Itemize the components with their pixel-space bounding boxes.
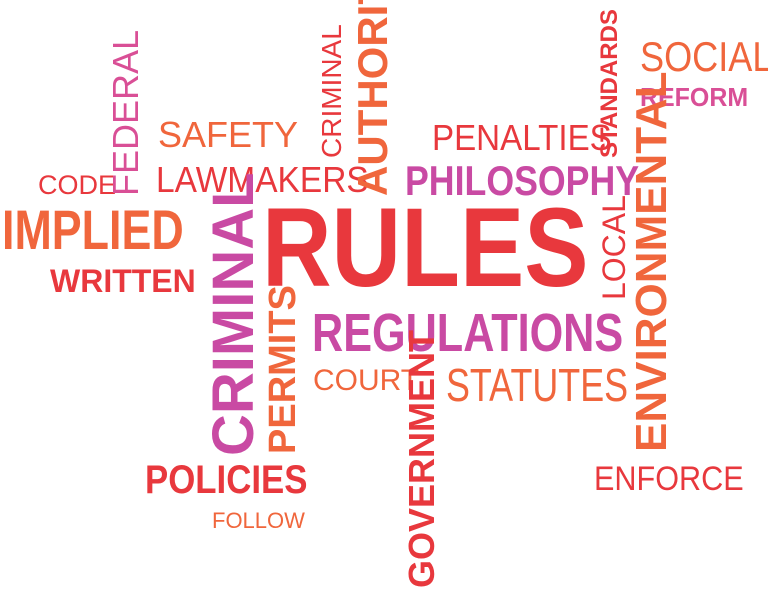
- word-statutes: STATUTES: [446, 359, 629, 411]
- word-government: GOVERNMENT: [401, 329, 442, 588]
- word-policies: POLICIES: [145, 458, 308, 502]
- word-lawmakers: LAWMAKERS: [156, 159, 369, 200]
- word-code: CODE: [38, 170, 117, 200]
- word-safety: SAFETY: [158, 114, 299, 155]
- word-implied: IMPLIED: [2, 198, 184, 261]
- word-court: COURT: [313, 364, 420, 397]
- word-written: WRITTEN: [50, 263, 196, 299]
- word-regulations: REGULATIONS: [312, 303, 624, 363]
- word-follow: FOLLOW: [212, 508, 305, 533]
- word-social: SOCIAL: [640, 33, 768, 80]
- word-philosophy: PHILOSOPHY: [405, 157, 640, 204]
- word-standards: STANDARDS: [596, 9, 623, 158]
- word-rules: RULES: [262, 185, 589, 310]
- word-criminal-large: CRIMINAL: [201, 172, 266, 456]
- word-penalties: PENALTIES: [432, 117, 612, 158]
- word-permits: PERMITS: [262, 285, 304, 454]
- word-enforce: ENFORCE: [594, 460, 744, 498]
- word-environmental: ENVIRONMENTAL: [627, 71, 676, 452]
- word-local: LOCAL: [596, 195, 632, 300]
- word-criminal-small: CRIMINAL: [316, 24, 347, 158]
- word-reform: REFORM: [640, 82, 749, 112]
- word-authority: AUTHORITY: [349, 0, 396, 196]
- word-federal: FEDERAL: [105, 29, 146, 196]
